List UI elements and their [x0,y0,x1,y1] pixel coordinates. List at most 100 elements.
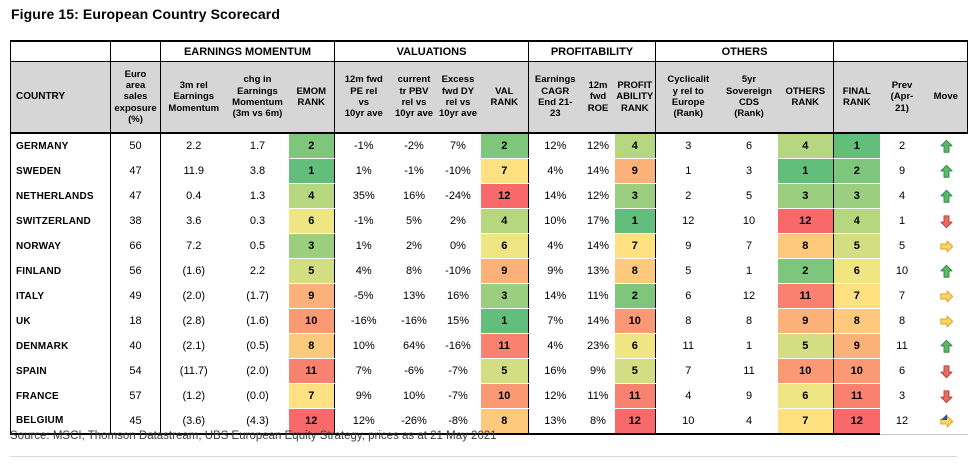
column-header-rel_3m: 3m rel Earnings Momentum [160,61,227,134]
cell-emom_rank: 6 [288,208,335,234]
cell-emom_rank: 1 [288,158,335,184]
cell-chg_3v6: (0.0) [246,390,269,402]
cell-final_rank: 10 [833,358,880,384]
right-arrow-icon [939,239,953,253]
group-header-profitability: PROFITABILITY [528,40,656,62]
row-sweden: SWEDEN 47 11.9 3.8 1 1% -1% -10% 7 4% 14% 9 1 3 1 2 9 [10,158,968,184]
cell-dy_excess: 0% [450,240,466,252]
cell-cds: 3 [745,165,753,177]
country-name: DENMARK [10,333,111,359]
cell-pbv: 2% [406,240,422,252]
cell-pe_12m: 1% [355,240,372,252]
scorecard-table: EARNINGS MOMENTUM VALUATIONS PROFITABILITY… [10,40,969,435]
cell-prev: 11 [896,340,908,352]
up-arrow-icon [939,139,953,153]
cell-others_rank: 8 [777,233,835,259]
cell-cds: 5 [745,190,753,202]
cell-val_rank: 10 [480,383,529,409]
cell-cagr: 12% [544,140,567,153]
scorecard-table-container: EARNINGS MOMENTUM VALUATIONS PROFITABILITY… [10,40,969,435]
up-arrow-icon [939,164,953,178]
country-name: SPAIN [10,358,111,384]
cell-emom_rank: 3 [288,233,335,259]
cell-final_rank: 11 [833,383,880,409]
column-header-chg_3v6: chg in Earnings Momentum (3m vs 6m) [226,61,289,134]
cell-emom_rank: 9 [288,283,335,309]
cell-prev: 9 [898,165,906,177]
cell-pe_12m: 12% [334,408,393,435]
cell-rel_3m: (2.8) [182,315,206,327]
row-norway: NORWAY 66 7.2 0.5 3 1% 2% 0% 6 4% 14% 7 9 7 8 5 5 [10,233,968,259]
cell-cyclicality: 2 [685,190,692,202]
cell-pbv: 5% [406,215,422,227]
cell-prev: 7 [898,290,906,302]
cell-euro_exposure: 47 [110,183,161,209]
cell-prof_rank: 4 [614,132,656,159]
cell-final_rank: 4 [833,208,880,234]
group-header-spacer [833,40,969,62]
cell-dy_excess: -7% [448,390,468,402]
cell-emom_rank: 7 [288,383,335,409]
cell-cagr: 9% [547,265,564,277]
cell-cyclicality: 3 [685,140,692,153]
cell-val_rank: 1 [480,308,529,334]
country-name: UK [10,308,111,334]
cell-others_rank: 9 [777,308,835,334]
country-name: GERMANY [10,133,111,159]
cell-final_rank: 2 [833,158,880,184]
cell-emom_rank: 5 [288,258,335,284]
cell-final_rank: 12 [833,408,880,435]
cell-pe_12m: -5% [353,290,374,302]
cell-rel_3m: 11.9 [183,165,205,177]
cell-final_rank: 8 [833,308,880,334]
cell-euro_exposure: 40 [110,333,161,359]
cell-rel_3m: 0.4 [186,190,202,202]
cell-pe_12m: -1% [353,140,374,153]
cell-cds: 6 [745,140,753,153]
down-arrow-icon [939,214,953,228]
cell-dy_excess: 15% [446,315,470,327]
cell-emom_rank: 11 [288,358,335,384]
cell-final_rank: 9 [833,333,880,359]
cell-roe: 9% [590,365,606,377]
cell-chg_3v6: 1.7 [249,140,266,153]
cell-val_rank: 11 [480,333,529,359]
cell-pe_12m: 1% [355,165,372,177]
cell-euro_exposure: 57 [110,383,161,409]
cell-move-down [925,209,968,234]
column-header-move: Move [924,61,969,134]
column-header-pe_12m: 12m fwd PE rel vs 10yr ave [334,61,393,134]
cell-emom_rank: 2 [288,132,335,159]
cell-pbv: -16% [401,315,427,327]
column-header-cyclicality: Cyclicalit y rel to Europe (Rank) [655,61,721,134]
cell-cyclicality: 10 [655,408,721,435]
cell-move-down [925,359,968,384]
group-header-others: OTHERS [654,40,835,62]
cell-roe: 23% [586,340,610,352]
cell-pe_12m: 35% [352,190,375,202]
country-name: FRANCE [10,383,111,409]
cell-val_rank: 6 [480,233,529,259]
cell-final_rank: 5 [833,233,880,259]
cell-euro_exposure: 18 [110,308,161,334]
cell-move-down [925,384,968,409]
cell-val_rank: 2 [480,132,529,159]
cell-move-up [925,159,968,184]
cell-cagr: 16% [544,365,567,377]
cell-rel_3m: (2.1) [182,340,206,352]
source-note: Source: MSCI, Thomson Datastream, UBS Eu… [10,430,497,442]
cell-prof_rank: 2 [614,283,656,309]
cell-chg_3v6: (1.6) [246,315,269,327]
cell-cagr: 12% [544,390,567,402]
cell-pbv: -1% [404,165,424,177]
cell-pbv: 13% [402,290,426,302]
cell-euro_exposure: 54 [110,358,161,384]
cell-pbv: 16% [402,190,426,202]
cell-val_rank: 7 [480,158,529,184]
cell-dy_excess: -16% [445,340,471,352]
cell-move-right [925,234,968,259]
cell-euro_exposure: 50 [110,133,161,159]
cell-move-up [925,184,968,209]
cell-emom_rank: 10 [288,308,335,334]
country-name: NETHERLANDS [10,183,111,209]
